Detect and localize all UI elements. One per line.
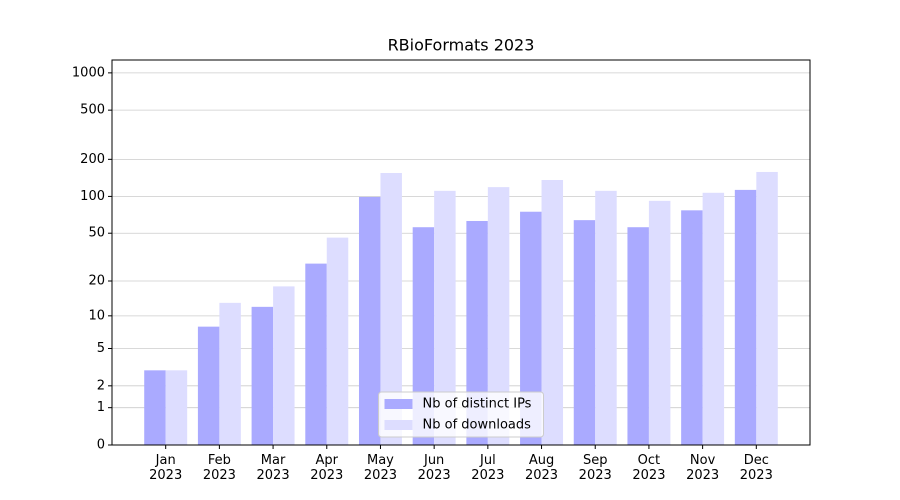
legend-box: [378, 391, 544, 438]
bar: [734, 189, 757, 445]
chart-title: RBioFormats 2023: [388, 36, 535, 55]
legend: Nb of distinct IPs Nb of downloads: [378, 391, 544, 438]
y-tick-label: 500: [80, 103, 105, 118]
y-tick-label: 0: [97, 438, 105, 453]
plot-frame: [111, 59, 811, 446]
x-tick-label: Jan 2023: [149, 453, 183, 483]
bar: [487, 187, 510, 445]
y-tick-label: 200: [80, 152, 105, 167]
x-tick-label: Jul 2023: [471, 453, 505, 483]
x-tick-label: Nov 2023: [686, 453, 720, 483]
bar: [144, 370, 166, 445]
x-tick-label: Apr 2023: [310, 453, 344, 483]
x-tick-label: May 2023: [363, 453, 397, 483]
bar: [326, 237, 349, 445]
y-tick-label: 1000: [72, 65, 105, 80]
y-tick-label: 5: [97, 341, 105, 356]
x-tick-label: Mar 2023: [256, 453, 290, 483]
bar: [197, 326, 220, 445]
x-tick-label: Jun 2023: [417, 453, 451, 483]
bar: [434, 190, 456, 445]
bar: [412, 227, 435, 445]
bar: [681, 210, 703, 445]
x-tick-label: Dec 2023: [739, 453, 773, 483]
x-tick-label: Oct 2023: [632, 453, 666, 483]
bar: [251, 306, 274, 445]
y-tick-label: 50: [88, 226, 105, 241]
bar: [541, 179, 564, 445]
bar: [380, 172, 402, 445]
bar: [573, 220, 596, 445]
y-tick-label: 2: [97, 378, 105, 393]
bar: [627, 227, 649, 445]
x-tick-label: Aug 2023: [524, 453, 559, 483]
y-tick-label: 10: [88, 308, 105, 323]
legend-swatch: [384, 399, 413, 409]
legend-label: Nb of distinct IPs: [423, 397, 532, 412]
y-tick-label: 100: [80, 189, 105, 204]
x-tick-label: Feb 2023: [202, 453, 236, 483]
bar: [219, 302, 241, 445]
y-tick-label: 1: [97, 400, 105, 415]
legend-swatch: [384, 420, 413, 430]
y-tick-label: 20: [88, 274, 105, 289]
bar: [756, 171, 778, 445]
bar: [305, 263, 327, 445]
bar: [273, 286, 295, 445]
bar: [595, 190, 617, 445]
legend-label: Nb of downloads: [423, 418, 532, 433]
bar: [520, 211, 542, 445]
x-tick-label: Sep 2023: [578, 453, 612, 483]
bar: [358, 196, 381, 445]
bar: [165, 370, 188, 445]
bar: [466, 220, 488, 445]
bar: [702, 192, 725, 445]
bar: [648, 200, 671, 445]
